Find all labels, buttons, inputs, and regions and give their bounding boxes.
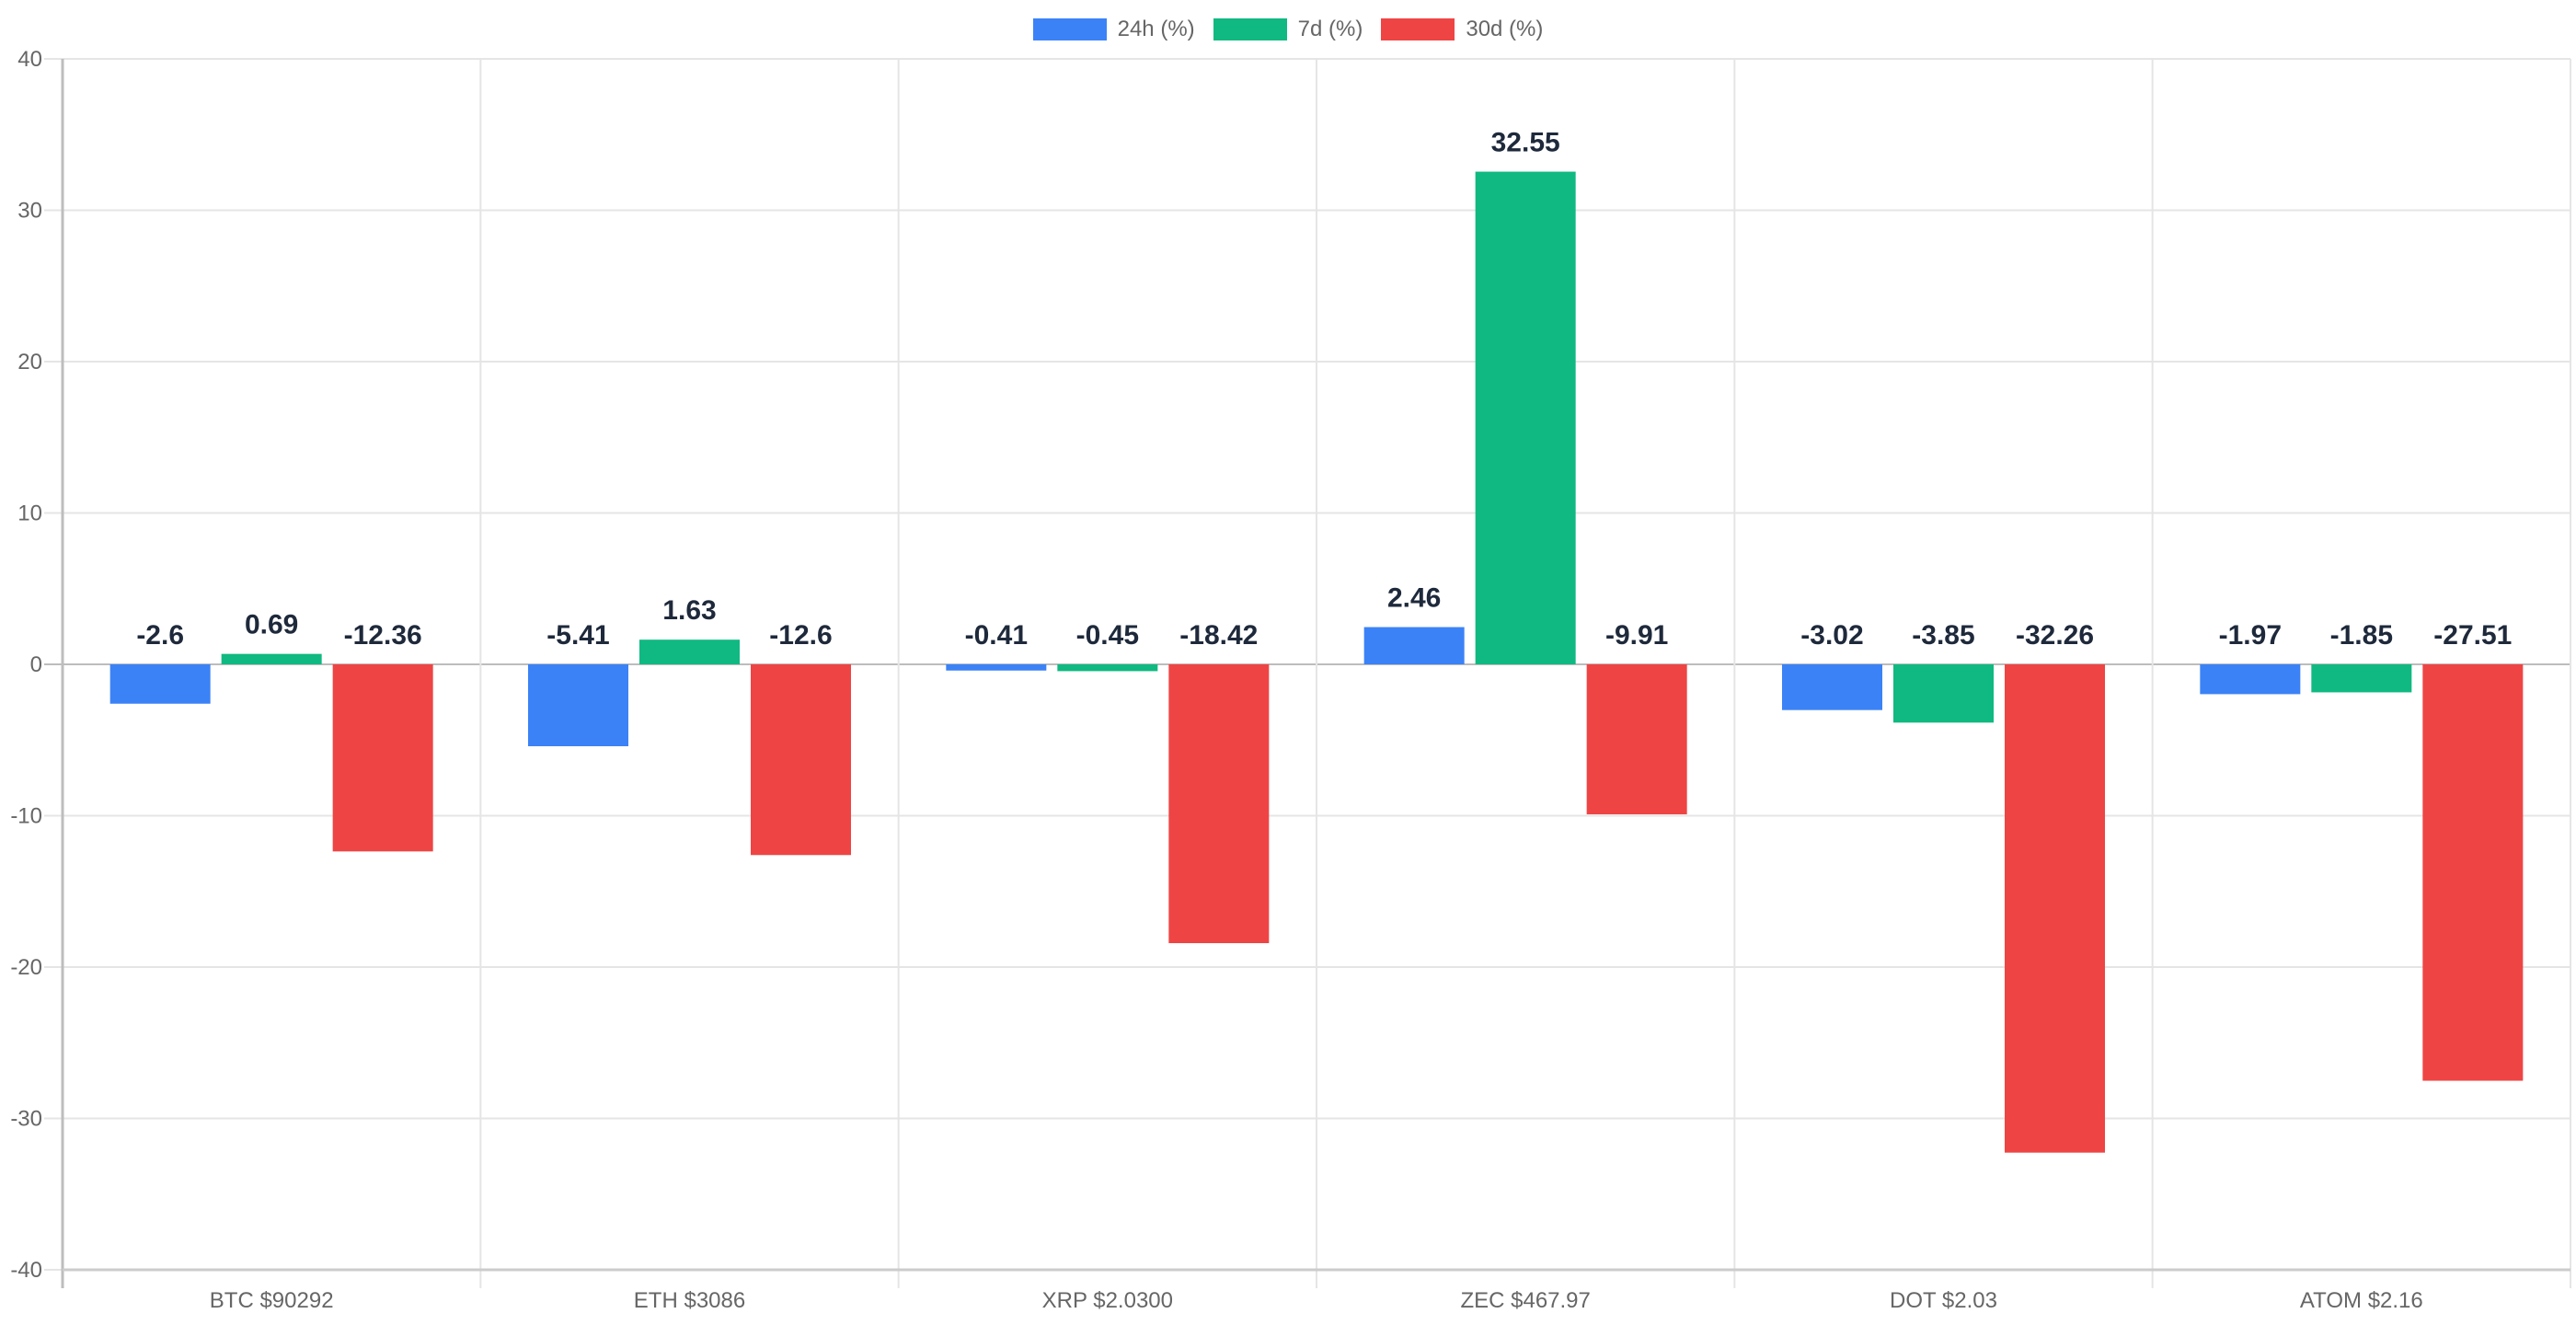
x-tick-label: ATOM $2.16 [2300,1288,2423,1313]
legend-label-24h: 24h (%) [1117,17,1195,41]
bar-value-label: 0.69 [245,610,298,640]
bar-value-label: -2.6 [136,620,184,651]
bar-value-label: -9.91 [1605,620,1668,651]
axes [61,59,2570,1288]
legend-item-30d[interactable]: 30d (%) [1381,17,1543,42]
y-tick-label: -40 [10,1258,42,1283]
bar[interactable] [1057,664,1158,672]
bar-value-label: -32.26 [2016,620,2094,651]
bar-value-label: -5.41 [546,620,609,651]
bar-value-label: -12.6 [769,620,832,651]
bar[interactable] [2422,664,2524,1081]
y-tick-label: 10 [17,501,42,526]
bar[interactable] [109,664,211,704]
bar-value-label: 1.63 [662,595,716,626]
bar-value-label: 32.55 [1491,128,1560,158]
legend-item-24h[interactable]: 24h (%) [1032,17,1195,42]
bar[interactable] [2311,664,2412,693]
bar[interactable] [1168,664,1270,944]
bar-value-label: -18.42 [1179,620,1258,651]
bars [109,171,2524,1153]
y-tick-label: 0 [30,652,42,677]
y-axis-ticks: 40 30 20 10 0 -10 -20 -30 -40 [10,47,42,1283]
bar[interactable] [332,664,433,852]
legend-label-30d: 30d (%) [1466,17,1544,41]
y-tick-label: 40 [17,47,42,72]
y-tick-label: 20 [17,350,42,374]
bar[interactable] [1782,664,1882,710]
y-tick-label: 30 [17,199,42,224]
data-labels: -2.6 0.69 -12.36 -5.41 1.63 -12.6 -0.41 -0.45 -1… [136,128,2512,651]
bar-value-label: -3.02 [1800,620,1863,651]
bar[interactable] [1475,171,1576,665]
x-tick-label: XRP $2.0300 [1042,1288,1173,1313]
legend-swatch-7d [1213,18,1287,40]
y-tick-label: -20 [10,955,42,980]
x-tick-label: ZEC $467.97 [1460,1288,1590,1313]
legend-item-7d[interactable]: 7d (%) [1213,17,1363,42]
y-tick-label: -10 [10,804,42,829]
bar[interactable] [639,639,740,664]
legend-label-7d: 7d (%) [1297,17,1363,41]
bar-value-label: -3.85 [1912,620,1974,651]
bar-value-label: -27.51 [2433,620,2512,651]
legend-swatch-30d [1381,18,1455,40]
bar-value-label: 2.46 [1387,583,1441,614]
bar-value-label: -0.41 [965,620,1028,651]
bar-value-label: -12.36 [344,620,422,651]
chart-legend: 24h (%) 7d (%) 30d (%) [0,17,2576,42]
bar[interactable] [528,664,628,746]
bar[interactable] [1363,627,1465,664]
bar[interactable] [946,664,1047,671]
x-axis-ticks: BTC $90292 ETH $3086 XRP $2.0300 ZEC $467.9… [210,1288,2423,1313]
y-tick-label: -30 [10,1107,42,1132]
bar-value-label: -1.97 [2219,620,2282,651]
bar[interactable] [751,664,851,856]
legend-swatch-24h [1032,18,1107,40]
bar-value-label: -1.85 [2330,620,2393,651]
bar-value-label: -0.45 [1076,620,1139,651]
bar[interactable] [1893,664,1994,723]
bar[interactable] [221,653,322,664]
bar[interactable] [2005,664,2105,1153]
bar[interactable] [1586,664,1687,815]
bar[interactable] [2200,664,2301,695]
x-tick-label: DOT $2.03 [1890,1288,1997,1313]
x-tick-label: BTC $90292 [210,1288,334,1313]
x-tick-label: ETH $3086 [634,1288,745,1313]
